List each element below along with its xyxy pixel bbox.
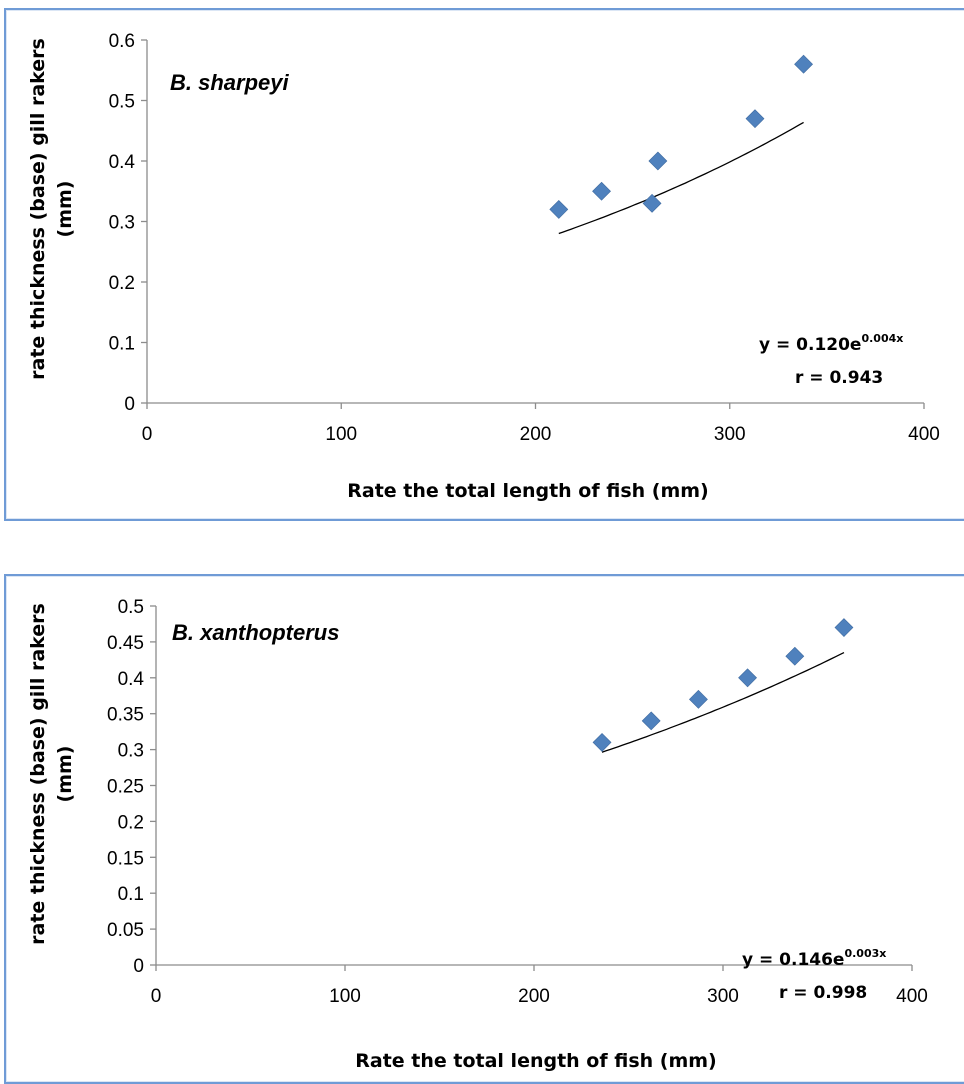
y-tick-label: 0.15 xyxy=(107,848,144,869)
x-tick-label: 100 xyxy=(329,986,361,1007)
x-tick-label: 200 xyxy=(518,986,550,1007)
x-tick-label: 300 xyxy=(707,986,739,1007)
data-point-diamond xyxy=(641,711,661,731)
equation-main: y = 0.146e xyxy=(742,950,844,970)
y-tick-label: 0.5 xyxy=(109,92,135,113)
y-tick-label: 0.45 xyxy=(107,633,144,654)
data-point-diamond xyxy=(592,732,612,752)
y-tick-label: 0.2 xyxy=(109,273,135,294)
exponential-trendline xyxy=(558,121,804,235)
x-tick-label: 300 xyxy=(714,424,746,445)
y-tick-label: 0.2 xyxy=(118,812,144,833)
equation-exponent: 0.004x xyxy=(861,332,903,345)
y-tick-label: 0.4 xyxy=(109,152,136,173)
chart-panel-b-xanthopterus: 0 0.05 0.1 0.15 0.2 0.25 0.3 0.35 0.4 0.45 0.5 0 100… xyxy=(4,574,964,1084)
y-tick-label: 0.25 xyxy=(107,777,144,798)
trendline-equation: y = 0.120e0.004x xyxy=(759,332,903,355)
x-tick-label: 100 xyxy=(325,424,357,445)
data-point-diamond xyxy=(592,181,611,201)
y-axis-title-line2: (mm) xyxy=(54,746,76,803)
exponential-trendline xyxy=(601,652,845,753)
x-tick-label: 0 xyxy=(151,986,162,1007)
y-tick-label: 0.5 xyxy=(118,597,144,618)
data-point-diamond xyxy=(648,151,668,171)
equation-exponent: 0.003x xyxy=(844,947,886,960)
x-tick-label: 200 xyxy=(520,424,552,445)
y-axis-title-line1: rate thickness (base) gill rakers xyxy=(27,603,49,945)
data-point-diamond xyxy=(785,646,805,666)
y-tick-label: 0 xyxy=(124,394,135,415)
y-tick-label: 0.1 xyxy=(109,334,135,355)
correlation-coefficient: r = 0.998 xyxy=(779,983,867,1003)
y-tick-label: 0.4 xyxy=(118,669,145,690)
y-tick-label: 0.3 xyxy=(118,741,144,762)
y-tick-label: 0.35 xyxy=(107,705,144,726)
data-point-diamond xyxy=(689,689,708,709)
data-point-diamond xyxy=(834,618,854,637)
data-point-diamond xyxy=(642,193,662,213)
y-tick-label: 0.6 xyxy=(109,31,135,52)
y-tick-label: 0 xyxy=(133,956,144,977)
x-axis-title: Rate the total length of fish (mm) xyxy=(347,480,709,502)
y-axis-title-line2: (mm) xyxy=(54,181,76,238)
x-tick-label: 400 xyxy=(908,424,940,445)
data-point-diamond xyxy=(745,109,765,129)
x-tick-label: 0 xyxy=(142,424,153,445)
x-tick-label: 400 xyxy=(896,986,928,1007)
y-tick-label: 0.05 xyxy=(107,920,144,941)
correlation-coefficient: r = 0.943 xyxy=(795,368,883,388)
trendline-equation: y = 0.146e0.003x xyxy=(742,947,886,970)
scatter-chart-b-xanthopterus: 0 0.05 0.1 0.15 0.2 0.25 0.3 0.35 0.4 0.45 0.5 0 100… xyxy=(27,597,928,1072)
data-point-diamond xyxy=(794,54,813,74)
data-point-diamond xyxy=(738,668,757,688)
species-label: B. sharpeyi xyxy=(170,70,289,95)
y-axis-title-line1: rate thickness (base) gill rakers xyxy=(27,38,49,380)
scatter-chart-b-sharpeyi: 0 0.1 0.2 0.3 0.4 0.5 0.6 0 100 200 300 400 B. shar… xyxy=(27,31,940,502)
x-axis-title: Rate the total length of fish (mm) xyxy=(355,1050,717,1072)
equation-main: y = 0.120e xyxy=(759,335,861,355)
chart-panel-b-sharpeyi: 0 0.1 0.2 0.3 0.4 0.5 0.6 0 100 200 300 400 B. shar… xyxy=(4,8,964,521)
species-label: B. xanthopterus xyxy=(172,620,339,645)
y-tick-label: 0.3 xyxy=(109,213,135,234)
data-point-diamond xyxy=(549,199,569,219)
y-tick-label: 0.1 xyxy=(118,884,144,905)
